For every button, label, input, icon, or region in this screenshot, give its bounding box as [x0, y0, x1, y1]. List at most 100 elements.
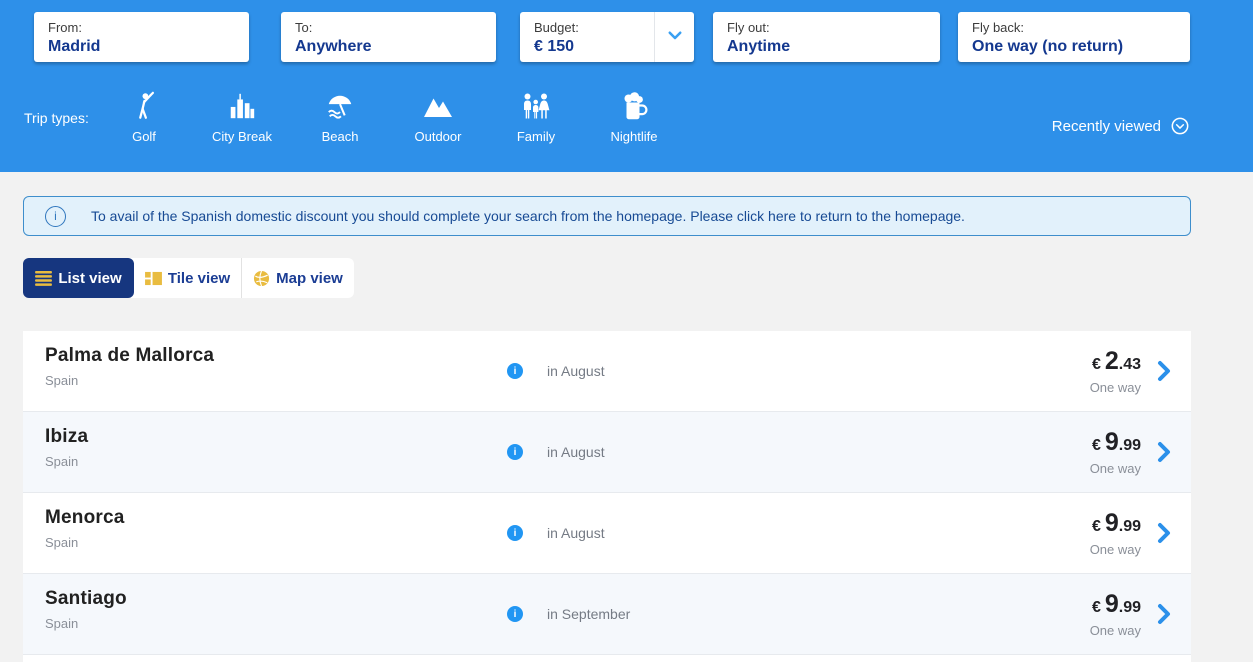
price-integer: 2 — [1104, 346, 1119, 375]
budget-dropdown-button[interactable] — [654, 12, 694, 62]
fare-block: €9.99 One way — [1090, 493, 1171, 573]
chevron-right-icon[interactable] — [1157, 441, 1171, 463]
results-card: Palma de Mallorca Spain i in August €2.4… — [23, 331, 1191, 662]
price-decimal: .43 — [1118, 355, 1141, 373]
trip-type-label: Golf — [132, 129, 156, 144]
recently-viewed-label: Recently viewed — [1051, 117, 1161, 135]
result-row[interactable]: Ibiza Spain i in August €9.99 One way — [23, 412, 1191, 493]
price-block: €2.43 One way — [1090, 348, 1141, 395]
trip-types-label: Trip types: — [24, 110, 89, 126]
trip-type-label: Outdoor — [414, 129, 462, 144]
trip-type-nightlife[interactable]: Nightlife — [585, 86, 683, 144]
result-row-partial — [23, 655, 1191, 662]
fly-out-value: Anytime — [727, 38, 791, 55]
tab-label: Map view — [276, 269, 343, 287]
trip-type-golf[interactable]: Golf — [95, 86, 193, 144]
trip-type-family[interactable]: Family — [487, 86, 585, 144]
fly-back-value: One way (no return) — [972, 38, 1124, 55]
info-icon[interactable]: i — [507, 444, 523, 460]
chevron-right-icon[interactable] — [1157, 522, 1171, 544]
from-label: From: — [48, 20, 82, 35]
destination: Menorca Spain — [45, 507, 125, 550]
destination-name: Menorca — [45, 507, 125, 528]
fly-out-label: Fly out: — [727, 20, 770, 35]
travel-period-block: i in August — [507, 412, 605, 492]
price-block: €9.99 One way — [1090, 429, 1141, 476]
destination: Ibiza Spain — [45, 426, 88, 469]
chevron-down-circle-icon — [1170, 116, 1190, 136]
budget-field[interactable]: Budget: € 150 — [520, 12, 694, 62]
homepage-link[interactable]: Please click here to return to the homep… — [690, 208, 965, 224]
currency-symbol: € — [1091, 517, 1101, 535]
destination-country: Spain — [45, 454, 79, 469]
from-field[interactable]: From: Madrid — [34, 12, 249, 62]
currency-symbol: € — [1091, 436, 1101, 454]
travel-period: in August — [547, 444, 605, 460]
fare-type: One way — [1089, 622, 1141, 638]
info-icon[interactable]: i — [507, 363, 523, 379]
family-icon — [520, 86, 552, 122]
fare-type: One way — [1089, 379, 1141, 395]
fly-back-field[interactable]: Fly back: One way (no return) — [958, 12, 1190, 62]
trip-type-city-break[interactable]: City Break — [193, 86, 291, 144]
destination-name: Palma de Mallorca — [45, 345, 215, 366]
info-icon[interactable]: i — [507, 606, 523, 622]
tab-list-view[interactable]: List view — [23, 258, 134, 298]
trip-type-beach[interactable]: Beach — [291, 86, 389, 144]
chevron-right-icon[interactable] — [1157, 360, 1171, 382]
price: €9.99 — [1090, 591, 1141, 621]
budget-value: € 150 — [534, 38, 575, 55]
currency-symbol: € — [1091, 598, 1101, 616]
golf-icon — [129, 86, 159, 122]
fare-type: One way — [1089, 460, 1141, 476]
fare-type: One way — [1089, 541, 1141, 557]
tab-tile-view[interactable]: Tile view — [134, 258, 241, 298]
to-label: To: — [295, 20, 313, 35]
fly-out-field[interactable]: Fly out: Anytime — [713, 12, 940, 62]
tab-label: List view — [58, 269, 122, 287]
result-row[interactable]: Palma de Mallorca Spain i in August €2.4… — [23, 331, 1191, 412]
info-icon: i — [45, 205, 66, 227]
price-decimal: .99 — [1118, 517, 1141, 535]
to-value: Anywhere — [295, 38, 372, 55]
travel-period-block: i in August — [507, 493, 605, 573]
fare-block: €9.99 One way — [1090, 412, 1171, 492]
results-list: Palma de Mallorca Spain i in August €2.4… — [23, 331, 1191, 655]
tab-label: Tile view — [167, 269, 231, 287]
tab-map-view[interactable]: Map view — [241, 258, 354, 298]
recently-viewed-button[interactable]: Recently viewed — [1052, 116, 1190, 136]
trip-types: Golf City Break Beach Outdoor — [95, 86, 683, 144]
result-row[interactable]: Menorca Spain i in August €9.99 One way — [23, 493, 1191, 574]
price: €9.99 — [1090, 510, 1141, 540]
destination: Palma de Mallorca Spain — [45, 345, 214, 388]
nightlife-icon — [618, 86, 650, 122]
destination-country: Spain — [45, 373, 79, 388]
destination-name: Ibiza — [45, 426, 89, 447]
fare-block: €9.99 One way — [1090, 574, 1171, 654]
view-switcher: List view Tile view Map view — [23, 258, 354, 298]
travel-period: in August — [547, 525, 605, 541]
destination-country: Spain — [45, 535, 79, 550]
from-value: Madrid — [48, 38, 101, 55]
result-row[interactable]: Santiago Spain i in September €9.99 One … — [23, 574, 1191, 655]
trip-type-label: Nightlife — [610, 129, 658, 144]
info-icon[interactable]: i — [507, 525, 523, 541]
map-view-icon — [253, 270, 270, 287]
beach-icon — [325, 86, 355, 122]
budget-label: Budget: — [534, 20, 579, 35]
trip-type-outdoor[interactable]: Outdoor — [389, 86, 487, 144]
to-field[interactable]: To: Anywhere — [281, 12, 496, 62]
trip-type-label: Beach — [321, 129, 359, 144]
fly-back-label: Fly back: — [972, 20, 1025, 35]
chevron-down-icon — [666, 26, 684, 49]
chevron-right-icon[interactable] — [1157, 603, 1171, 625]
price-block: €9.99 One way — [1090, 591, 1141, 638]
tile-view-icon — [144, 271, 162, 286]
city-break-icon — [227, 86, 257, 122]
price-integer: 9 — [1104, 508, 1119, 537]
destination-country: Spain — [45, 616, 79, 631]
price: €2.43 — [1090, 348, 1141, 378]
price-integer: 9 — [1104, 589, 1119, 618]
list-view-icon — [35, 270, 53, 286]
